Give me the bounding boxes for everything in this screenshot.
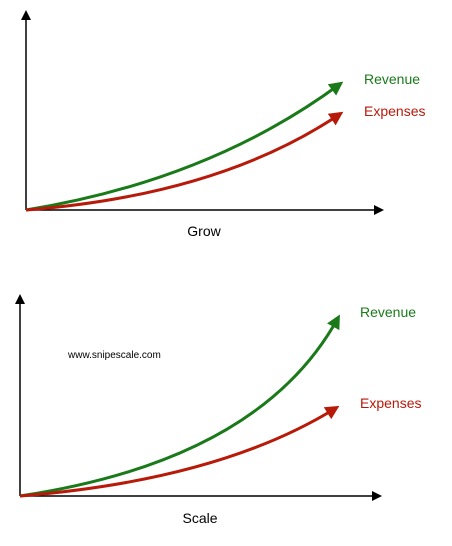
scale-revenue-label: Revenue [360,304,416,320]
watermark-text: www.snipescale.com [67,350,161,361]
grow-x-axis-label: Grow [187,223,221,239]
grow-revenue-label: Revenue [364,71,420,87]
grow-expenses-label: Expenses [364,103,425,119]
scale-expenses-curve [19,405,340,498]
grow-panel: Revenue Expenses Grow [21,10,425,239]
scale-x-axis-label: Scale [182,510,217,526]
scale-panel: Revenue Expenses www.snipescale.com Scal… [15,294,421,526]
grow-revenue-curve [25,81,344,212]
grow-expenses-curve [25,111,344,212]
scale-expenses-label: Expenses [360,395,421,411]
scale-revenue-curve [19,314,340,498]
